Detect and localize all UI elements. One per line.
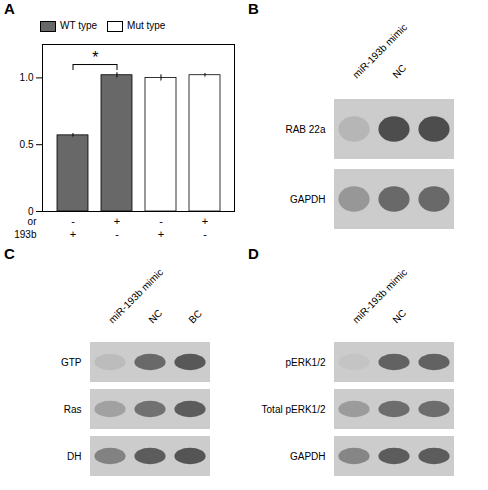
svg-text:-: -: [71, 215, 75, 227]
svg-text:-: -: [159, 215, 163, 227]
svg-text:+: +: [70, 228, 76, 240]
svg-text:pERK1/2: pERK1/2: [285, 357, 325, 368]
html-text:D: D: [248, 245, 259, 262]
svg-text:BC: BC: [186, 308, 204, 326]
svg-text:RAB 22a: RAB 22a: [285, 124, 325, 135]
svg-text:193b: 193b: [14, 229, 37, 240]
svg-text:or: or: [28, 216, 38, 227]
svg-text:-: -: [115, 228, 119, 240]
svg-text:*: *: [92, 49, 98, 66]
svg-text:miR-193b mimic: miR-193b mimic: [106, 266, 165, 325]
html-text:WT type: WT type: [60, 20, 97, 32]
html-text:A: A: [4, 0, 15, 17]
html-text:B: B: [248, 0, 259, 17]
svg-text:Total pERK1/2: Total pERK1/2: [262, 404, 326, 415]
svg-text:Ras: Ras: [64, 404, 82, 415]
svg-text:1.0: 1.0: [20, 72, 34, 83]
svg-text:-: -: [203, 228, 207, 240]
svg-text:GAPDH: GAPDH: [290, 451, 326, 462]
svg-text:+: +: [114, 215, 120, 227]
svg-text:0.5: 0.5: [20, 139, 34, 150]
svg-text:GAPDH: GAPDH: [290, 194, 326, 205]
svg-text:+: +: [202, 215, 208, 227]
svg-text:GTP: GTP: [61, 357, 82, 368]
svg-text:miR-193b mimic: miR-193b mimic: [350, 21, 409, 80]
html-text:Mut type: Mut type: [127, 20, 166, 32]
svg-text:NC: NC: [390, 62, 408, 80]
svg-text:+: +: [158, 228, 164, 240]
svg-text:NC: NC: [390, 307, 408, 325]
svg-text:NC: NC: [146, 307, 164, 325]
svg-text:DH: DH: [67, 451, 81, 462]
html-text:C: C: [4, 245, 15, 262]
svg-text:0: 0: [27, 205, 34, 217]
svg-text:miR-193b mimic: miR-193b mimic: [350, 266, 409, 325]
